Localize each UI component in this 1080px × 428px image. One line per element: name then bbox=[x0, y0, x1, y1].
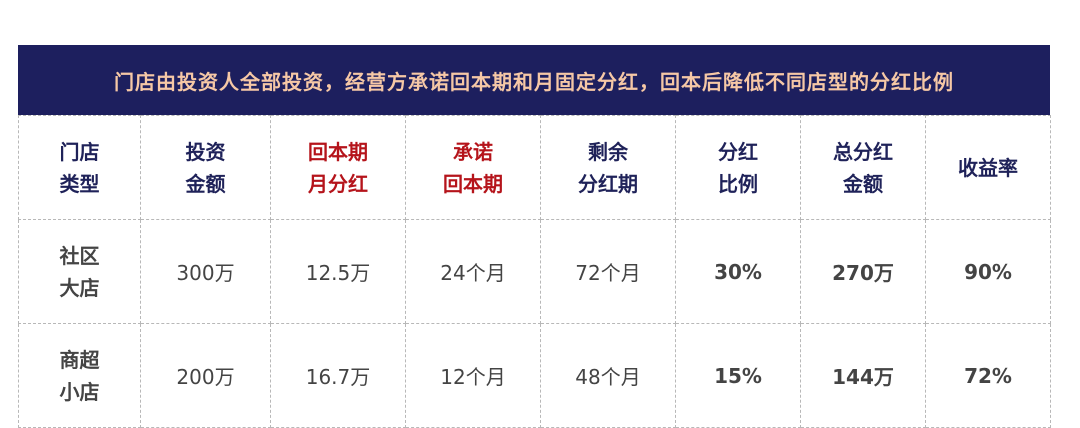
monthly-dividend: 16.7万 bbox=[270, 323, 406, 428]
store-type: 社区 大店 bbox=[18, 219, 141, 324]
header-investment: 投资 金额 bbox=[140, 115, 271, 220]
store-type: 商超 小店 bbox=[18, 323, 141, 428]
total: 144万 bbox=[800, 323, 926, 428]
dividend-table-container: 门店由投资人全部投资，经营方承诺回本期和月固定分红，回本后降低不同店型的分红比例… bbox=[18, 45, 1051, 428]
header-ratio: 分红 比例 bbox=[675, 115, 801, 220]
monthly-dividend: 12.5万 bbox=[270, 219, 406, 324]
ratio: 30% bbox=[675, 219, 801, 324]
header-payback-period: 承诺 回本期 bbox=[405, 115, 541, 220]
header-store-type: 门店 类型 bbox=[18, 115, 141, 220]
table-row: 社区 大店 300万 12.5万 24个月 72个月 30% 270万 90% bbox=[18, 219, 1051, 324]
header-yield: 收益率 bbox=[925, 115, 1051, 220]
yield: 90% bbox=[925, 219, 1051, 324]
investment: 200万 bbox=[140, 323, 271, 428]
yield: 72% bbox=[925, 323, 1051, 428]
table-row: 商超 小店 200万 16.7万 12个月 48个月 15% 144万 72% bbox=[18, 323, 1051, 428]
total: 270万 bbox=[800, 219, 926, 324]
remaining-period: 72个月 bbox=[540, 219, 676, 324]
header-remaining-period: 剩余 分红期 bbox=[540, 115, 676, 220]
remaining-period: 48个月 bbox=[540, 323, 676, 428]
header-monthly-dividend: 回本期 月分红 bbox=[270, 115, 406, 220]
header-total: 总分红 金额 bbox=[800, 115, 926, 220]
payback-period: 12个月 bbox=[405, 323, 541, 428]
dividend-table: 门店 类型 投资 金额 回本期 月分红 承诺 回本期 剩余 分红期 分红 比例 总分红 金额 … bbox=[18, 115, 1051, 428]
investment: 300万 bbox=[140, 219, 271, 324]
ratio: 15% bbox=[675, 323, 801, 428]
header-row: 门店 类型 投资 金额 回本期 月分红 承诺 回本期 剩余 分红期 分红 比例 总分红 金额 … bbox=[18, 115, 1051, 220]
payback-period: 24个月 bbox=[405, 219, 541, 324]
table-banner: 门店由投资人全部投资，经营方承诺回本期和月固定分红，回本后降低不同店型的分红比例 bbox=[18, 45, 1050, 115]
